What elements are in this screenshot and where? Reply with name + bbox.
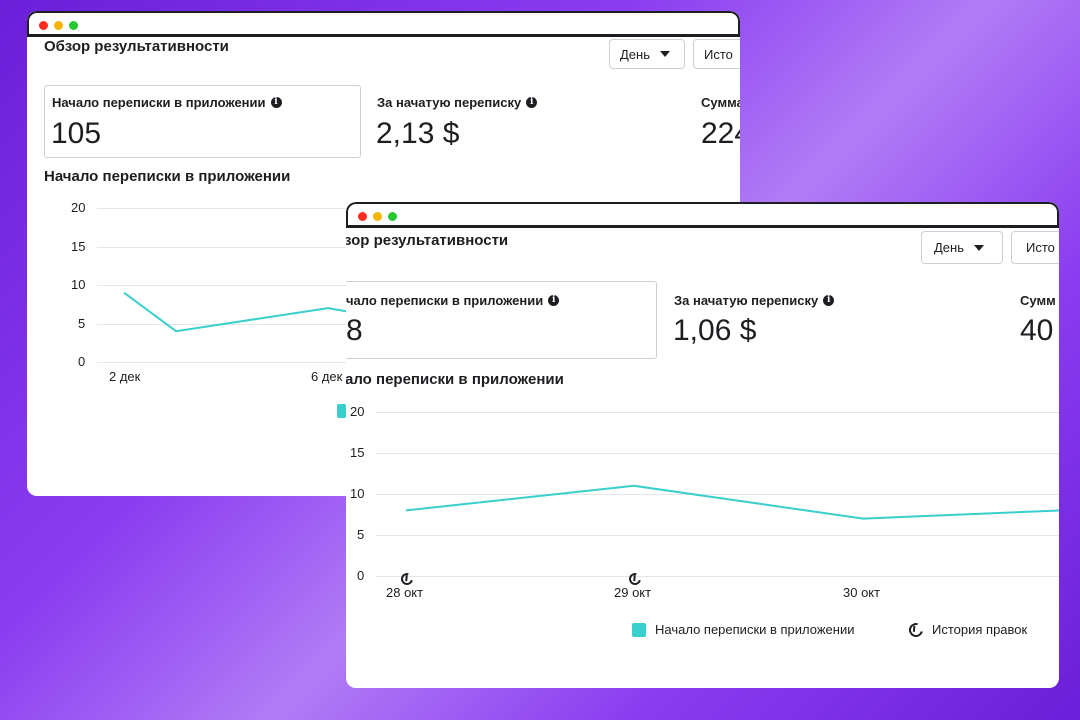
y-tick-label: 20	[350, 404, 365, 419]
info-icon[interactable]: i	[823, 295, 835, 306]
gridline	[376, 453, 1059, 454]
y-tick-label: 15	[350, 445, 365, 460]
period-dropdown-label: День	[620, 46, 650, 62]
section-title: Обзор результативности	[44, 38, 229, 55]
front-window-titlebar	[346, 202, 1059, 228]
chart-title: Начало переписки в приложении	[44, 168, 291, 185]
history-button[interactable]: Исто	[1011, 231, 1059, 264]
chart-title: ало переписки в приложении	[346, 371, 564, 388]
metric-label: За начатую переписку i	[377, 95, 538, 110]
metric-value: 105	[51, 117, 102, 150]
metric-label: Сумм	[1020, 293, 1056, 308]
y-tick-label: 5	[78, 316, 86, 331]
metric-value: 1,06 $	[673, 314, 757, 347]
metric-label: Сумма	[701, 95, 740, 110]
x-tick-label: 2 дек	[109, 369, 141, 384]
metric-card-selected[interactable]	[346, 281, 657, 359]
x-tick-label: 28 окт	[386, 585, 424, 600]
period-dropdown[interactable]: День	[609, 39, 685, 69]
info-icon[interactable]: i	[548, 295, 560, 306]
minimize-window-icon[interactable]	[373, 212, 382, 221]
metric-value: 224	[701, 117, 740, 150]
info-icon[interactable]: i	[270, 97, 282, 108]
series-line	[405, 484, 1059, 520]
gridline	[376, 576, 1059, 577]
legend-label[interactable]: История правок	[932, 622, 1028, 637]
series-line	[123, 291, 373, 333]
metric-label: чало переписки в приложении i	[346, 293, 560, 308]
metric-value: 2,13 $	[376, 117, 460, 150]
close-window-icon[interactable]	[39, 21, 48, 30]
gridline	[376, 412, 1059, 413]
metric-value: 40	[1020, 314, 1054, 347]
y-tick-label: 10	[71, 277, 86, 292]
front-line-chart	[405, 484, 1059, 520]
period-dropdown[interactable]: День	[921, 231, 1003, 264]
y-tick-label: 0	[78, 354, 86, 369]
y-tick-label: 15	[71, 239, 86, 254]
metric-card-selected[interactable]	[44, 85, 361, 158]
chevron-down-icon	[974, 244, 984, 251]
legend-label[interactable]: Начало переписки в приложении	[655, 622, 855, 637]
info-icon[interactable]: i	[526, 97, 538, 108]
history-button-label: Исто	[704, 46, 733, 62]
y-tick-label: 20	[71, 200, 86, 215]
chevron-down-icon	[660, 51, 670, 57]
y-tick-label: 5	[357, 527, 365, 542]
period-dropdown-label: День	[934, 240, 964, 255]
maximize-window-icon[interactable]	[388, 212, 397, 221]
front-window: зор результативности День Исто чало пере…	[346, 202, 1059, 688]
gridline	[376, 494, 1059, 495]
metric-value: 8	[346, 314, 363, 347]
back-window-titlebar	[27, 11, 740, 37]
close-window-icon[interactable]	[358, 212, 367, 221]
legend-swatch	[632, 623, 646, 637]
section-title: зор результативности	[346, 232, 509, 249]
x-tick-label: 6 дек	[311, 369, 343, 384]
y-tick-label: 10	[350, 486, 365, 501]
front-content: зор результативности День Исто чало пере…	[346, 228, 1059, 688]
legend-swatch	[337, 404, 346, 418]
history-button[interactable]: Исто	[693, 39, 740, 69]
minimize-window-icon[interactable]	[54, 21, 63, 30]
x-tick-label: 30 окт	[843, 585, 881, 600]
metric-label: Начало переписки в приложении i	[52, 95, 282, 110]
y-tick-label: 0	[357, 568, 365, 583]
gridline	[376, 535, 1059, 536]
history-button-label: Исто	[1026, 240, 1055, 255]
metric-label: За начатую переписку i	[674, 293, 835, 308]
x-tick-label: 29 окт	[614, 585, 652, 600]
maximize-window-icon[interactable]	[69, 21, 78, 30]
